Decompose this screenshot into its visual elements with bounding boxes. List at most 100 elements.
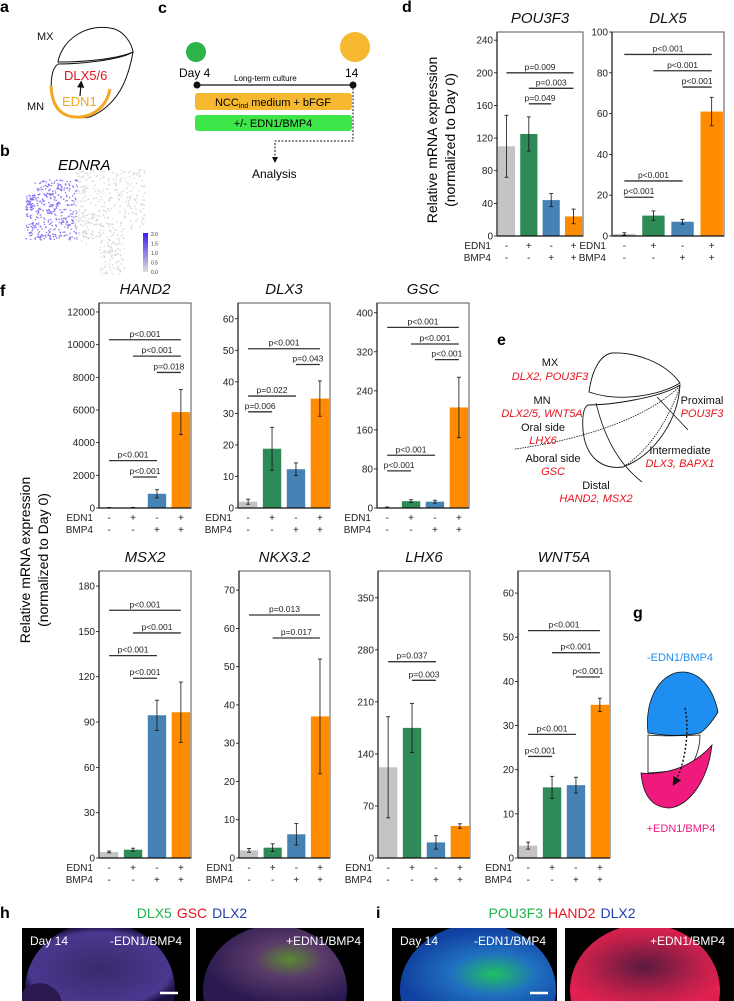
umap-point [117, 260, 120, 263]
umap-point [122, 236, 125, 239]
umap-point [60, 189, 63, 192]
umap-point [30, 231, 33, 234]
umap-point [36, 200, 39, 202]
panel-label-h: h [0, 905, 10, 922]
bmp4-sign: - [270, 525, 273, 536]
umap-point [36, 187, 39, 190]
umap-point [113, 253, 115, 256]
umap-point [109, 267, 111, 269]
umap-point [47, 221, 50, 223]
umap-point [120, 180, 123, 183]
row-label-edn1: EDN1 [579, 241, 606, 252]
umap-point [43, 217, 45, 219]
umap-point [102, 225, 104, 228]
row-label-bmp4: BMP4 [345, 875, 373, 886]
umap-point [114, 183, 117, 185]
umap-point [61, 186, 63, 188]
umap-point [111, 272, 114, 275]
umap-point [55, 179, 58, 181]
h-minus-label: -EDN1/BMP4 [110, 934, 182, 948]
umap-point [103, 176, 105, 178]
colorbar-ticks: 2.0 1.5 1.0 0.5 0.0 [151, 232, 158, 276]
umap-point [71, 199, 73, 202]
umap-point [74, 232, 77, 234]
umap-point [29, 234, 31, 237]
umap-point [28, 223, 31, 226]
umap-point [53, 238, 56, 241]
umap-point [123, 247, 125, 250]
umap-point [127, 199, 129, 202]
y-tick-label: 320 [356, 347, 373, 358]
umap-point [50, 182, 53, 184]
umap-point [107, 242, 109, 244]
row-label-bmp4: BMP4 [206, 875, 234, 886]
panel-d: d Relative mRNA expression (normalized t… [402, 0, 458, 223]
e-aboral: Aboral side [525, 453, 580, 465]
umap-point [82, 200, 84, 203]
umap-point [114, 204, 116, 206]
umap-point [39, 182, 42, 184]
umap-point [26, 199, 29, 202]
umap-point [122, 234, 124, 236]
bmp4-sign: - [131, 875, 134, 886]
day4-sphere-icon [186, 42, 206, 62]
umap-point [76, 215, 78, 218]
umap-point [39, 236, 41, 239]
y-axis-label-d-2: (normalized to Day 0) [442, 73, 458, 207]
umap-point [114, 184, 117, 187]
umap-point [35, 210, 38, 213]
bmp4-sign: + [573, 875, 579, 886]
bar [263, 847, 282, 858]
umap-point [49, 196, 52, 199]
umap-point [103, 249, 105, 252]
umap-point [92, 237, 95, 240]
bmp4-sign: + [178, 875, 184, 886]
h-stain-legend: DLX5 GSC DLX2 [137, 905, 248, 921]
umap-point [101, 267, 103, 270]
umap-point [57, 205, 59, 207]
umap-point [74, 202, 76, 204]
umap-point [54, 228, 56, 230]
umap-point [106, 236, 108, 238]
umap-point [65, 184, 67, 186]
edn1-sign: + [709, 241, 715, 252]
bar [401, 501, 421, 508]
umap-point [108, 265, 111, 268]
umap-point [64, 226, 66, 228]
umap-point [108, 210, 111, 212]
bar [310, 716, 330, 858]
umap-point [115, 252, 118, 255]
umap-point [64, 191, 67, 194]
umap-point [113, 205, 115, 207]
umap-point [130, 228, 133, 230]
umap-point [34, 197, 37, 199]
umap-point [68, 236, 71, 238]
umap-point [68, 238, 70, 240]
colorbar-tick-label: 0.5 [151, 261, 158, 267]
p-value-label: p<0.001 [130, 329, 161, 339]
edn1-sign: - [574, 863, 577, 874]
umap-point [37, 232, 40, 234]
umap-point [113, 182, 115, 184]
umap-point [112, 241, 115, 243]
culture-label: Long-term culture [234, 74, 297, 83]
umap-point [107, 222, 109, 225]
umap-point [41, 234, 43, 237]
y-tick-label: 240 [356, 386, 373, 397]
umap-point [96, 175, 98, 177]
umap-point [51, 224, 54, 227]
h-minus-fragment [22, 983, 62, 1001]
umap-point [99, 256, 102, 259]
y-tick-label: 30 [84, 808, 96, 819]
umap-point [98, 200, 100, 203]
umap-point [126, 192, 128, 194]
panel-f: f Relative mRNA expression (normalized t… [0, 283, 51, 643]
bmp4-sign: + [432, 525, 438, 536]
umap-point [96, 223, 99, 226]
y-tick-label: 0 [89, 854, 95, 865]
umap-point [99, 234, 102, 237]
bar [402, 727, 422, 858]
umap-point [112, 171, 114, 174]
umap-point [136, 218, 139, 220]
umap-point [100, 246, 102, 248]
